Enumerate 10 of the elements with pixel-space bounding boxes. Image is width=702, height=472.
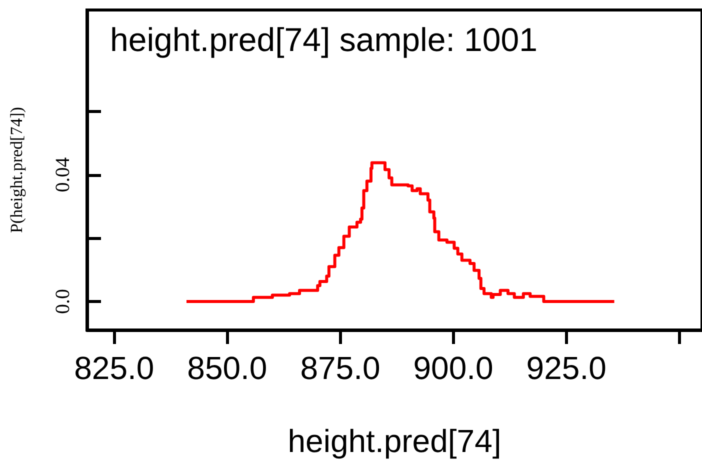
x-tick-label: 925.0 [526,350,606,386]
chart-title: height.pred[74] sample: 1001 [110,21,538,58]
y-tick-label: 0.0 [52,288,74,314]
y-axis-title: P(height.pred[74]) [7,106,26,234]
x-tick-label: 900.0 [413,350,494,386]
x-axis-title: height.pred[74] [288,423,502,459]
x-tick-label: 875.0 [300,350,380,386]
x-tick-label: 850.0 [187,350,268,386]
y-tick-label: 0.04 [52,157,74,192]
x-tick-label: 825.0 [74,350,154,386]
